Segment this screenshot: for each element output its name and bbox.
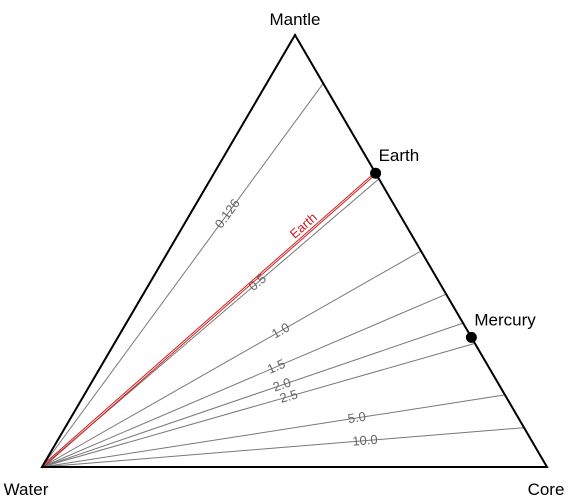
point-label-earth: Earth — [379, 146, 420, 165]
ratio-label-2: 1.0 — [269, 319, 292, 341]
ratio-label-7: 10.0 — [352, 432, 378, 449]
ratio-label-3: 1.5 — [265, 356, 288, 377]
ratio-label-6: 5.0 — [347, 409, 367, 427]
highlight-line-0 — [41, 171, 376, 467]
highlight-line-1 — [41, 174, 376, 469]
vertex-label-water: Water — [4, 480, 49, 499]
point-marker-mercury — [465, 331, 477, 343]
triangle-outline — [40, 33, 549, 468]
point-label-mercury: Mercury — [474, 310, 536, 329]
vertex-label-core: Core — [528, 480, 565, 499]
ratio-line-0 — [41, 83, 324, 468]
vertex-label-mantle: Mantle — [269, 10, 320, 29]
ratio-line-6 — [41, 394, 505, 468]
ratio-line-4 — [41, 322, 464, 468]
ratio-line-2 — [41, 250, 422, 468]
point-marker-earth — [370, 167, 382, 179]
ratio-line-7 — [41, 427, 525, 468]
highlight-line-group: Earth — [41, 171, 376, 469]
ratio-line-3 — [41, 293, 447, 468]
ratio-label-5: 2.5 — [278, 386, 300, 405]
ratio-label-4: 2.0 — [271, 375, 293, 395]
ratio-line-5 — [41, 342, 476, 468]
ratio-label-0: 0.126 — [212, 196, 243, 231]
composition-points: Earth Mercury — [370, 146, 536, 343]
